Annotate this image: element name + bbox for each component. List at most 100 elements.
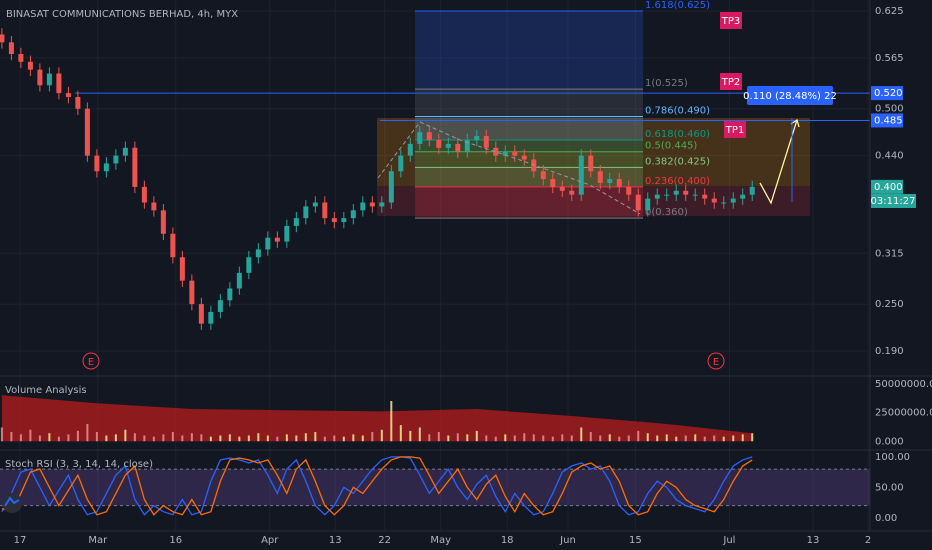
y-tick-label: 0.000	[875, 436, 904, 447]
fib-label: 1.618(0.625)	[645, 0, 710, 11]
candle-body	[322, 202, 328, 219]
candle-body	[350, 210, 356, 219]
y-tick-label: 25000000.000	[875, 408, 932, 419]
stoch-line	[1, 456, 753, 516]
volume-bar	[295, 435, 298, 442]
tp-label: TP3	[721, 16, 741, 27]
candle-body	[122, 147, 128, 156]
earnings-marker[interactable]	[82, 352, 100, 370]
candle-body	[654, 194, 660, 199]
trend-line	[377, 121, 641, 215]
stoch-legend: Stoch RSI (3, 3, 14, 14, close)	[5, 459, 153, 470]
candle-body	[293, 218, 299, 226]
earnings-label[interactable]: E	[88, 357, 94, 368]
candle-body	[616, 179, 622, 187]
volume-bar	[694, 434, 697, 442]
volume-legend: Volume Analysis	[5, 385, 87, 396]
volume-bar	[86, 424, 89, 442]
volume-bar	[133, 433, 136, 442]
volume-bar	[551, 436, 554, 442]
candle-body	[179, 257, 185, 281]
volume-bar	[314, 432, 317, 442]
x-tick-label: May	[430, 535, 451, 546]
candle-body	[246, 257, 252, 273]
fib-label: 0.5(0.445)	[645, 141, 697, 152]
fib-label: 0.618(0.460)	[645, 129, 710, 140]
volume-bar	[722, 436, 725, 442]
price-label: 0.400	[874, 182, 903, 193]
candle-body	[360, 202, 366, 211]
volume-bar	[266, 435, 269, 442]
earnings-marker[interactable]	[707, 352, 725, 370]
stoch-line	[1, 456, 753, 516]
volume-bar	[190, 433, 193, 442]
candle-body	[103, 163, 109, 172]
volume-bar	[380, 429, 383, 442]
candle-body	[645, 198, 651, 211]
volume-bar	[532, 434, 535, 442]
candle-body	[170, 233, 176, 258]
volume-bar	[409, 430, 412, 442]
candle-body	[730, 198, 736, 203]
candle-body	[673, 190, 679, 195]
tp-box	[720, 73, 742, 90]
candle-body	[75, 96, 81, 109]
candle-body	[559, 186, 565, 191]
y-tick-label: 0.625	[875, 6, 904, 17]
candle-body	[436, 139, 442, 148]
volume-bar	[200, 434, 203, 442]
candle-body	[702, 194, 708, 199]
fib-zone	[415, 11, 643, 90]
logo-mark[interactable]	[4, 496, 20, 507]
y-tick-label: 100.00	[875, 452, 910, 463]
price-axis: 0.625 0.565 0.500 0.440 0.315 0.250 0.190 50000…	[14, 6, 932, 546]
x-tick-label: 17	[14, 535, 27, 546]
candle-body	[379, 202, 385, 207]
volume-bar	[665, 434, 668, 442]
volume-bar	[608, 434, 611, 442]
fib-label: 0.786(0.490)	[645, 106, 710, 117]
y-tick-label: 0.500	[875, 104, 904, 115]
volume-bar	[542, 435, 545, 442]
candle-body	[664, 194, 670, 196]
chart-title: BINASAT COMMUNICATIONS BERHAD, 4h, MYX	[6, 9, 238, 20]
volume-bar	[741, 434, 744, 442]
candle-body	[721, 202, 727, 204]
candle-body	[749, 186, 755, 195]
volume-bar	[76, 430, 79, 442]
arrow-head	[790, 118, 800, 128]
volume-bar	[38, 435, 41, 442]
volume-bar	[285, 434, 288, 442]
volume-bar	[143, 435, 146, 442]
earnings-label[interactable]: E	[713, 357, 719, 368]
volume-bar	[523, 433, 526, 442]
volume-bar	[342, 436, 345, 442]
volume-bar	[456, 433, 459, 442]
candle-body	[369, 202, 375, 207]
volume-bar	[751, 433, 754, 442]
volume-bar	[0, 427, 3, 442]
candle-body	[198, 304, 204, 324]
candle-body	[683, 190, 689, 195]
candle-body	[578, 155, 584, 195]
volume-bar	[95, 432, 98, 442]
candle-body	[502, 151, 508, 156]
y-tick-label: 0.565	[875, 53, 904, 64]
candle-body	[512, 151, 518, 156]
volume-bar	[418, 427, 421, 442]
candle-body	[483, 136, 489, 148]
candle-body	[455, 143, 461, 152]
volume-bar	[447, 435, 450, 442]
price-label: 0.520	[874, 88, 903, 99]
volume-bar	[589, 432, 592, 442]
candle-body	[189, 280, 195, 305]
volume-bar	[361, 435, 364, 442]
candle-body	[445, 143, 451, 148]
logo[interactable]	[2, 493, 22, 513]
y-tick-label: 0.250	[875, 299, 904, 310]
volume-bar	[466, 434, 469, 442]
volume-bar	[276, 436, 279, 442]
candle-body	[227, 288, 233, 301]
tp-box	[724, 121, 746, 138]
tp-label: TP1	[725, 125, 745, 136]
